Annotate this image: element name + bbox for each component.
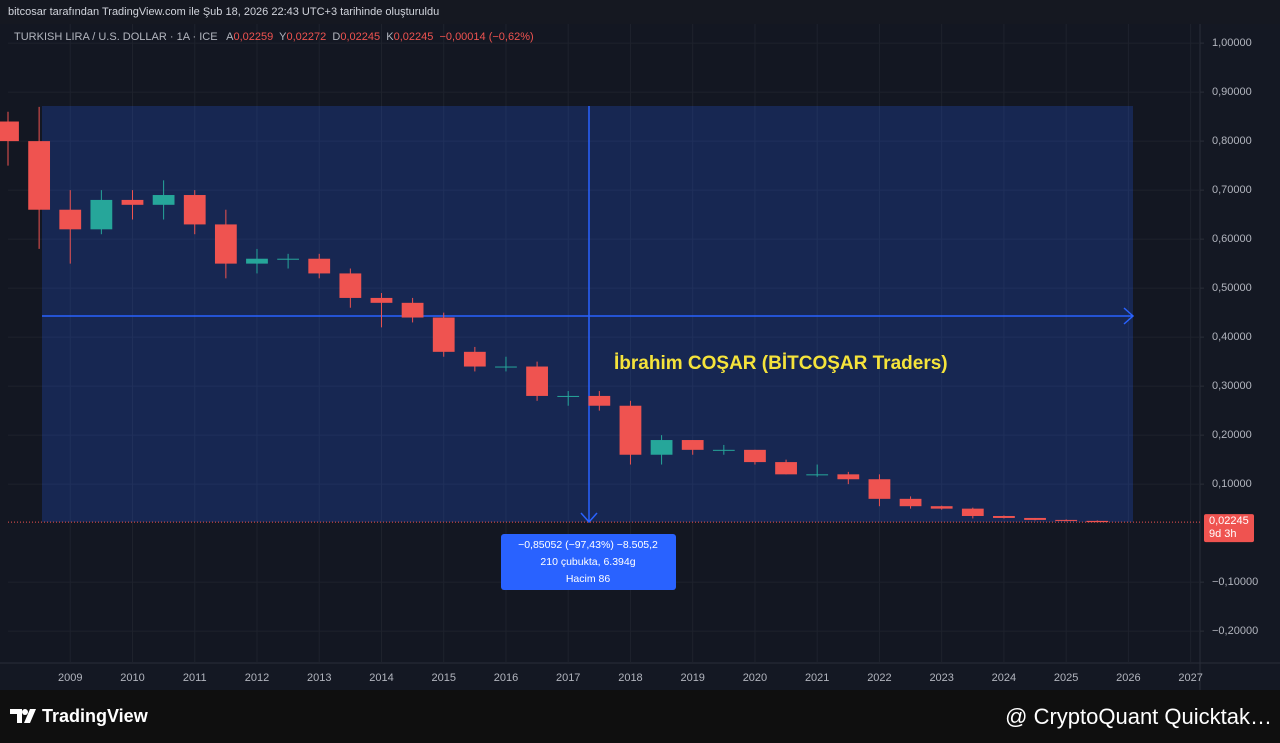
- x-tick-label: 2017: [556, 672, 580, 684]
- last-price-label: 0,02245: [1209, 515, 1249, 527]
- candle-body: [214, 224, 237, 264]
- x-tick-label: 2016: [494, 672, 518, 684]
- y-tick-label: 0,50000: [1212, 282, 1252, 294]
- candle-body: [308, 258, 331, 274]
- measure-arrow: [580, 512, 598, 524]
- chart: 1,00000 0,90000 0,80000 0,70000 0,60000 0,500…: [0, 24, 1280, 690]
- x-tick-label: 2012: [245, 672, 269, 684]
- y-tick-label: 0,30000: [1212, 380, 1252, 392]
- ohlc-value: 0,02245: [340, 31, 381, 43]
- header: bitcosar tarafından TradingView.com ile …: [0, 0, 1280, 24]
- y-tick-label: 0,40000: [1212, 331, 1252, 343]
- y-tick-label: 0,80000: [1212, 135, 1252, 147]
- candle-body: [775, 462, 797, 475]
- candle-body: [744, 449, 766, 463]
- countdown: 9d 3h: [1209, 528, 1237, 540]
- candle-body: [183, 195, 206, 225]
- candle-body: [495, 366, 517, 368]
- candle-body: [432, 317, 455, 352]
- y-tick-label: −0,20000: [1212, 625, 1258, 637]
- credit: @ CryptoQuant Quicktak…: [1005, 704, 1272, 729]
- x-tick-label: 2011: [183, 672, 207, 684]
- candle-body: [28, 141, 51, 210]
- x-tick-label: 2023: [929, 672, 953, 684]
- candle-body: [59, 209, 82, 230]
- symbol: TURKISH LIRA / U.S. DOLLAR · 1A · ICE: [14, 31, 218, 43]
- candle-body: [121, 199, 144, 205]
- candle-body: [868, 479, 891, 499]
- candle-body: [961, 508, 984, 516]
- candle-body: [463, 351, 486, 367]
- candle-body: [526, 366, 548, 396]
- measure-text: −0,85052 (−97,43%) −8.505,2: [518, 539, 658, 551]
- last-price-box: [1204, 514, 1254, 543]
- candle-body: [277, 258, 299, 260]
- y-tick-label: 0,90000: [1212, 86, 1252, 98]
- candle-body: [806, 474, 829, 476]
- x-tick-label: 2015: [431, 672, 455, 684]
- x-tick-label: 2025: [1054, 672, 1078, 684]
- x-tick-label: 2009: [58, 672, 82, 684]
- x-tick-label: 2021: [805, 672, 829, 684]
- x-tick-label: 2013: [307, 672, 331, 684]
- candle-body: [837, 474, 860, 480]
- x-tick-label: 2010: [120, 672, 144, 684]
- ohlc-value: 0,02259: [233, 31, 274, 43]
- candle-body: [339, 273, 362, 298]
- x-tick-label: 2020: [743, 672, 767, 684]
- measure-box: [42, 106, 1133, 522]
- measure-tooltip: [501, 534, 676, 590]
- x-tick-label: 2019: [680, 672, 704, 684]
- candle-body: [0, 121, 19, 142]
- candle-body: [681, 440, 704, 450]
- measure-text: 210 çubukta, 6.394g: [540, 556, 635, 568]
- y-tick-label: 0,70000: [1212, 184, 1252, 196]
- x-tick-label: 2022: [867, 672, 891, 684]
- candle-body: [370, 297, 393, 303]
- measure-text: Hacim 86: [566, 573, 611, 585]
- x-tick-label: 2024: [992, 672, 1016, 684]
- candle-body: [1055, 519, 1078, 521]
- y-tick-label: 0,60000: [1212, 233, 1252, 245]
- x-tick-label: 2026: [1116, 672, 1140, 684]
- x-tick-label: 2027: [1178, 672, 1202, 684]
- candle-body: [90, 199, 113, 230]
- y-tick-label: 0,10000: [1212, 478, 1252, 490]
- candle-body: [557, 395, 580, 397]
- ohlc-label: D: [332, 31, 341, 43]
- candle-body: [1086, 520, 1109, 523]
- annotation: İbrahim COŞAR (BİTCOŞAR Traders): [614, 353, 948, 374]
- x-tick-label: 2018: [618, 672, 642, 684]
- candle-body: [619, 405, 642, 455]
- ohlc-label: K: [386, 31, 394, 43]
- candle-body: [930, 506, 953, 509]
- candle-body: [712, 449, 735, 451]
- candle-body: [246, 258, 268, 264]
- x-tick-label: 2014: [369, 672, 393, 684]
- legend: TURKISH LIRA / U.S. DOLLAR · 1A · ICE A0…: [14, 31, 534, 43]
- change: −0,00014 (−0,62%): [439, 31, 534, 43]
- candle-body: [588, 395, 611, 406]
- candle-body: [401, 302, 424, 318]
- y-tick-label: 0,20000: [1212, 429, 1252, 441]
- candle-body: [650, 440, 673, 455]
- y-tick-label: −0,10000: [1212, 576, 1258, 588]
- footer: TradingView @ CryptoQuant Quicktak…: [0, 690, 1280, 743]
- logo: [10, 709, 36, 723]
- header-title: bitcosar tarafından TradingView.com ile …: [8, 6, 440, 18]
- ohlc-label: Y: [279, 31, 287, 43]
- candle-body: [1024, 517, 1046, 520]
- ohlc-value: 0,02272: [286, 31, 327, 43]
- ohlc-label: A: [226, 31, 234, 43]
- measure-arrow: [1123, 307, 1135, 325]
- candle-body: [899, 498, 922, 507]
- y-tick-label: 1,00000: [1212, 37, 1252, 49]
- brand: TradingView: [42, 706, 148, 726]
- candle-body: [152, 195, 175, 205]
- candle-body: [993, 515, 1015, 518]
- ohlc-value: 0,02245: [393, 31, 434, 43]
